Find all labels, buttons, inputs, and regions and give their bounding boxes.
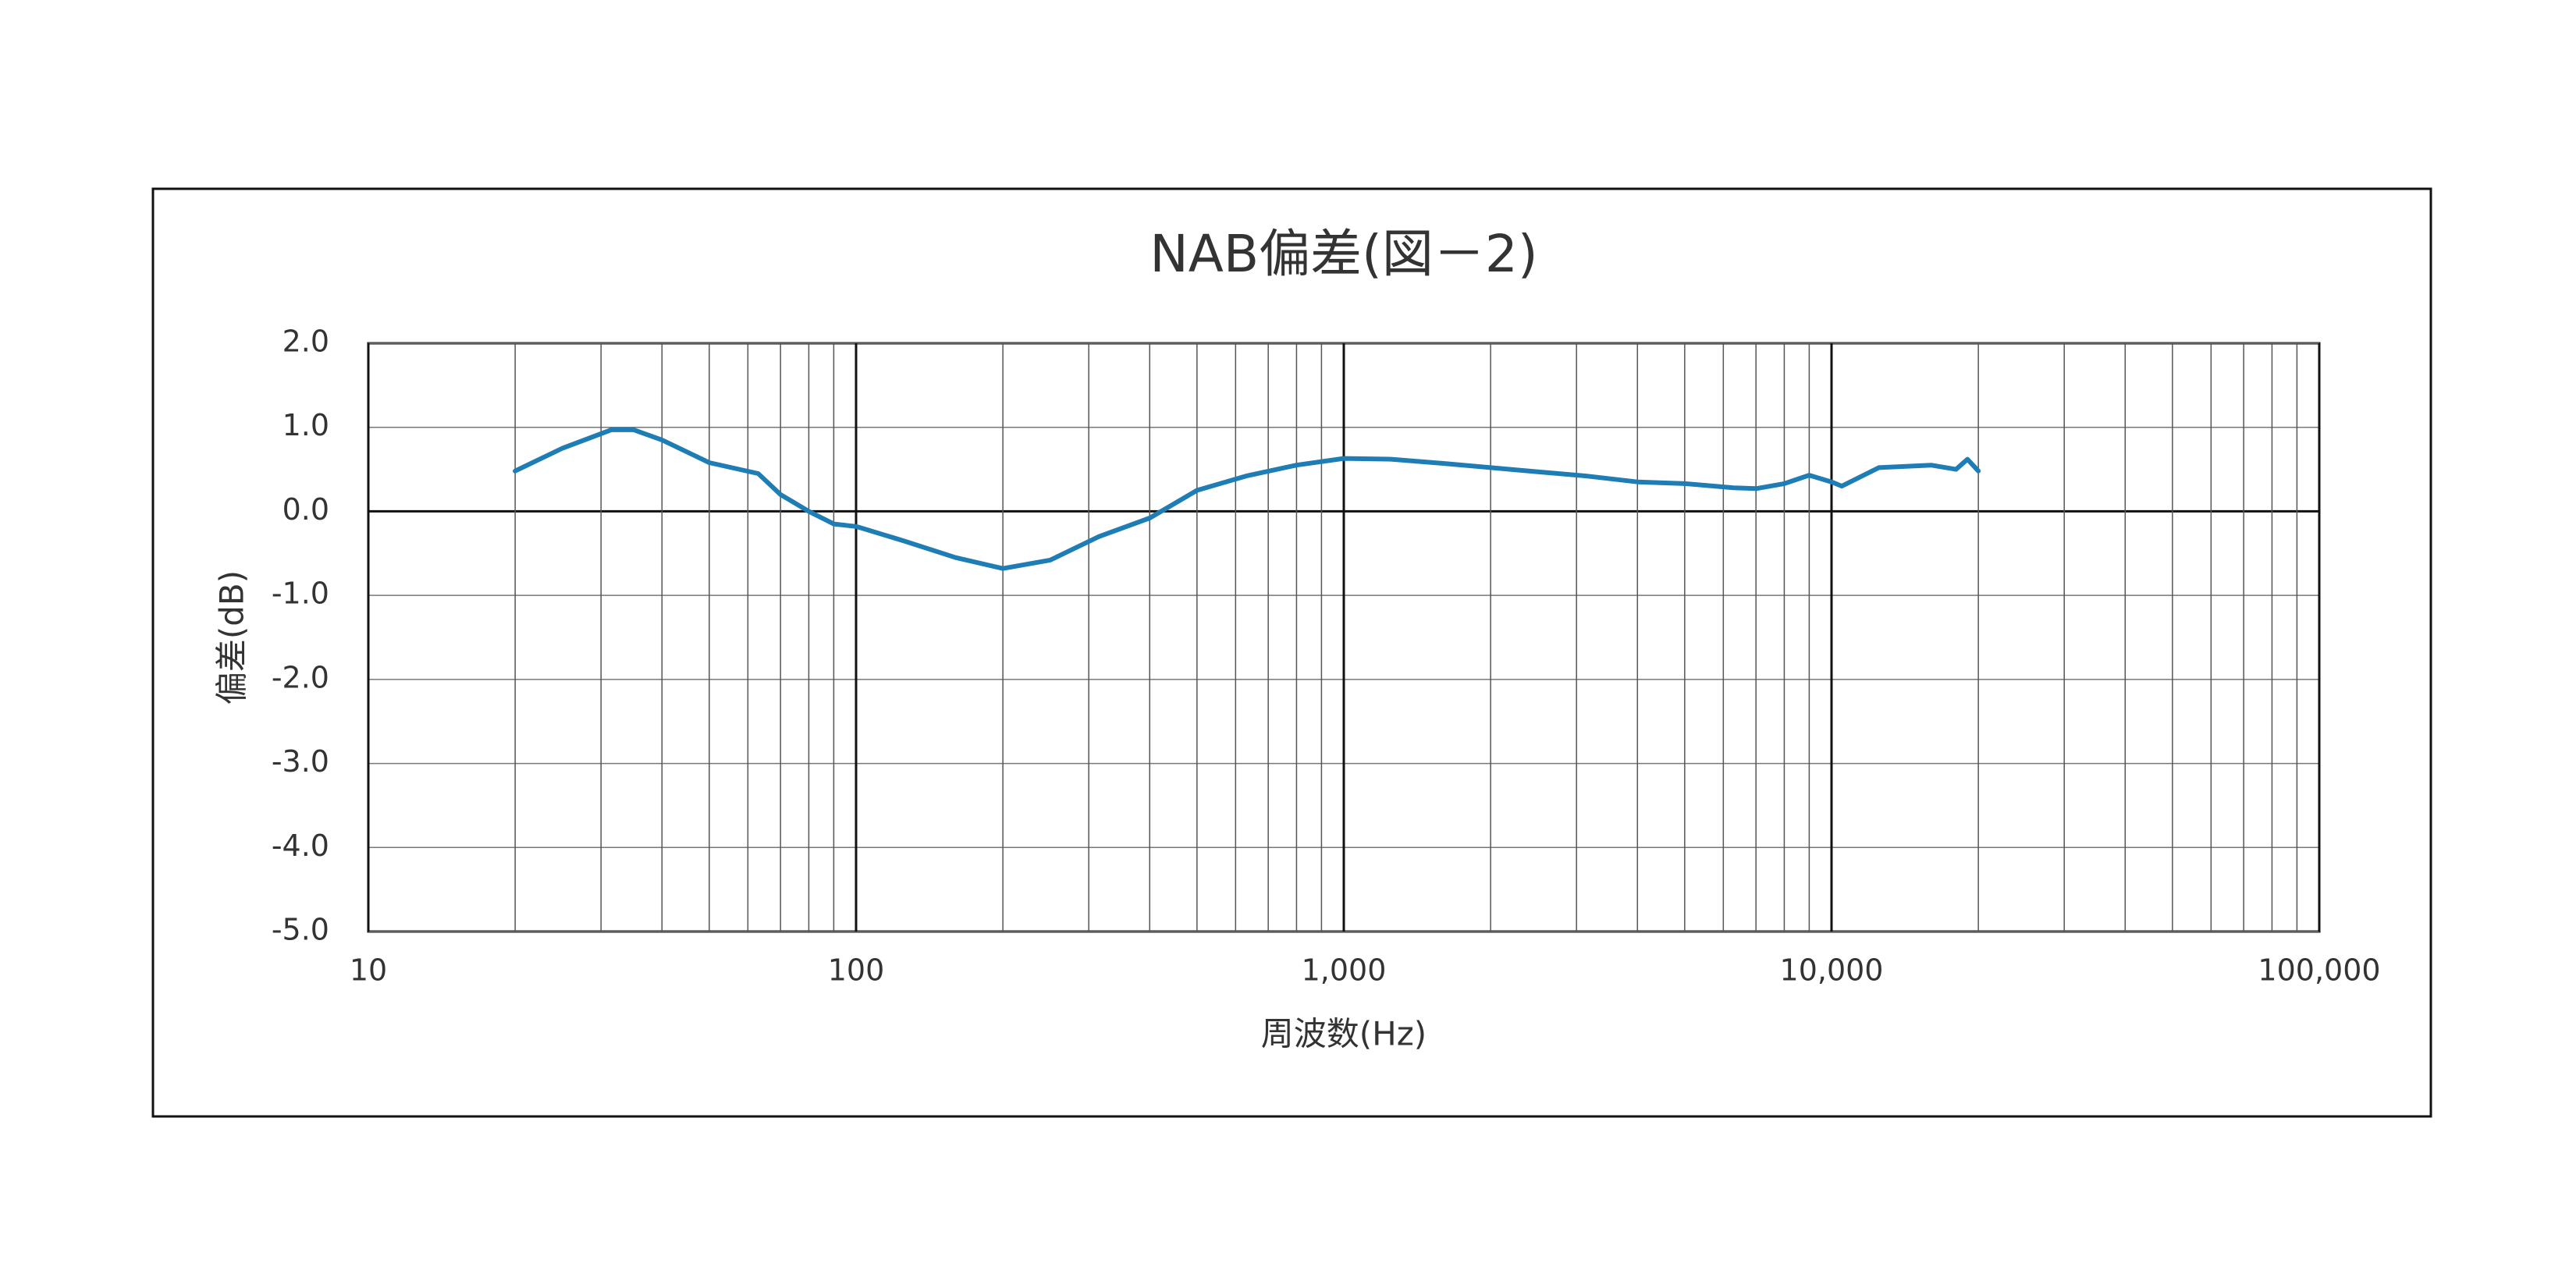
- y-tick-label: -1.0: [272, 577, 329, 611]
- x-tick-label: 10,000: [1780, 953, 1884, 988]
- x-tick-label: 100: [828, 953, 885, 988]
- x-tick-label: 1,000: [1302, 953, 1387, 988]
- x-tick-label: 10: [350, 953, 387, 988]
- y-tick-label: -5.0: [272, 913, 329, 947]
- y-tick-label: -3.0: [272, 744, 329, 779]
- y-tick-label: -4.0: [272, 829, 329, 863]
- chart-frame: [151, 187, 2432, 1118]
- y-axis-label: 偏差(dB): [213, 570, 251, 704]
- y-tick-label: 1.0: [282, 408, 329, 442]
- y-tick-label: -2.0: [272, 660, 329, 694]
- y-tick-label: 2.0: [282, 325, 329, 359]
- x-tick-label: 100,000: [2258, 953, 2380, 988]
- x-axis-label: 周波数(Hz): [1261, 1015, 1427, 1053]
- y-tick-label: 0.0: [282, 492, 329, 527]
- data-line: [513, 427, 1981, 571]
- chart-title: NAB偏差(図－2): [1149, 224, 1537, 284]
